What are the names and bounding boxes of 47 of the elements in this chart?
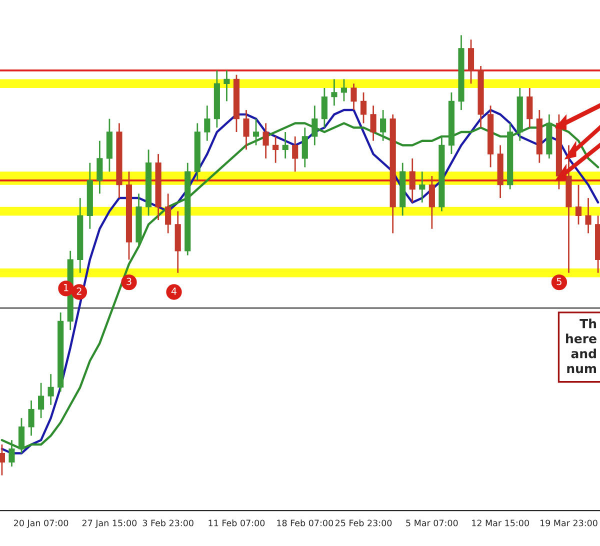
annotation: 3 [126,278,132,286]
candlestick [380,109,386,142]
annotation: 1 [64,284,68,292]
candlestick [370,104,376,142]
x-tick-label: 5 Mar 07:00 [406,520,458,526]
candlestick [468,38,474,84]
candlestick [428,175,435,230]
x-tick-label: 3 Feb 23:00 [142,520,194,526]
candlestick [272,136,279,164]
candlestick [204,104,210,142]
candlestick [350,82,357,111]
x-tick-label: 19 Mar 23:00 [540,520,598,526]
candlestick [312,104,318,146]
candlestick [302,126,308,168]
annotation: 2 [76,287,82,295]
candlestick [409,158,416,204]
annotation: 5 [556,278,562,286]
candlestick [8,439,15,468]
candlestick [252,118,260,146]
candlestick [96,140,103,194]
candlestick [243,109,250,150]
annotation: Th here and num [566,318,596,374]
annotation: 4 [171,288,177,295]
candlestick [419,170,426,204]
candlestick [585,197,592,234]
x-tick-label: 12 Mar 15:00 [472,520,529,526]
candlestick [360,92,367,124]
candlestick [282,131,288,160]
candlestick [526,87,533,128]
x-tick-label: 27 Jan 15:00 [82,520,137,528]
candlestick [340,78,348,102]
candlestick [48,373,54,406]
candlestick [331,78,338,106]
x-tick-label: 20 Jan 07:00 [14,520,68,528]
candlestick [575,184,582,226]
candlestick [292,136,298,172]
candlestick [165,192,172,234]
candlestick [18,417,25,454]
candlestick [38,382,44,419]
candlestick [321,87,328,128]
x-tick-label: 11 Feb 07:00 [208,520,265,526]
x-tick-label: 18 Feb 07:00 [277,520,334,526]
candlestick [224,70,230,102]
candlestick [0,444,5,476]
candlestick [28,400,34,436]
x-tick-label: 25 Feb 23:00 [335,520,392,526]
candlestick [262,122,269,160]
